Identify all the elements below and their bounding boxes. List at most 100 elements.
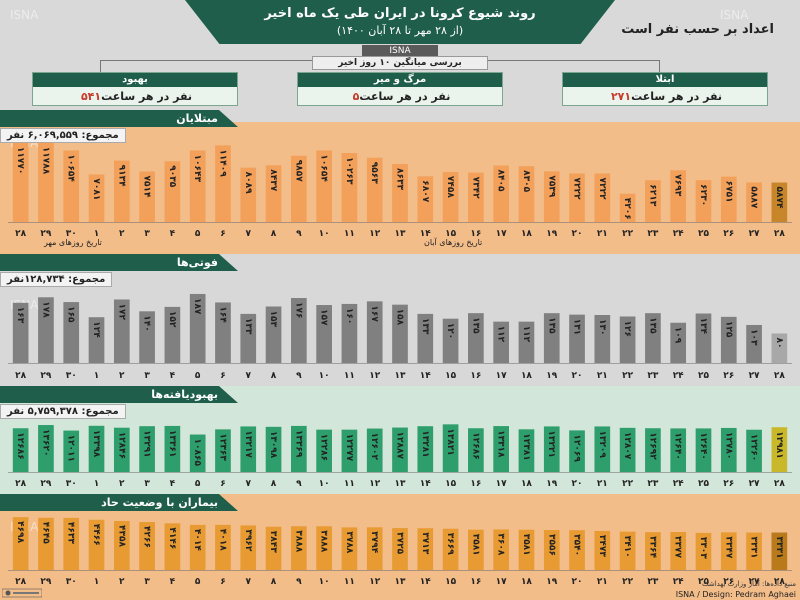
tick-label-1-5: ۳ bbox=[144, 371, 150, 381]
section-title-critical: بیماران با وضعیت حاد bbox=[0, 494, 238, 511]
bar-0-16 bbox=[417, 176, 434, 222]
bar-label-3-11: ۳۸۸۸ bbox=[293, 530, 303, 552]
tick-label-0-14: ۱۲ bbox=[369, 229, 380, 239]
tick-label-2-30: ۲۸ bbox=[774, 479, 785, 489]
bar-1-8 bbox=[215, 302, 231, 363]
bar-label-2-24: ۱۲۸۰۷ bbox=[622, 432, 632, 460]
bar-label-1-7: ۱۸۷ bbox=[192, 298, 202, 315]
bar-label-3-2: ۴۶۳۳ bbox=[66, 522, 76, 544]
bar-1-17 bbox=[442, 318, 459, 363]
bar-1-12 bbox=[316, 305, 332, 363]
bar-label-3-7: ۴۰۱۴ bbox=[192, 529, 202, 551]
summary-value-deaths: نفر در هر ساعت۵ bbox=[298, 87, 502, 106]
tick-label-0-29: ۲۷ bbox=[749, 229, 760, 239]
bar-label-1-24: ۱۲۶ bbox=[622, 320, 632, 336]
bar-3-9 bbox=[240, 525, 257, 570]
bar-label-2-15: ۱۲۸۸۷ bbox=[395, 432, 405, 460]
bar-label-1-28: ۱۲۵ bbox=[723, 321, 733, 338]
tick-label-3-17: ۱۵ bbox=[445, 577, 456, 587]
bar-label-0-19: ۸۴۰۵ bbox=[496, 170, 506, 192]
bar-label-3-6: ۴۱۴۶ bbox=[167, 527, 177, 549]
bar-label-2-21: ۱۳۲۲۱ bbox=[546, 430, 556, 457]
tick-label-2-14: ۱۲ bbox=[369, 479, 380, 489]
bar-label-2-29: ۱۲۲۶۰ bbox=[749, 434, 759, 461]
tick-label-3-28: ۲۶ bbox=[723, 577, 734, 587]
bar-2-3 bbox=[88, 425, 105, 472]
tick-label-0-19: ۱۷ bbox=[496, 229, 507, 239]
bar-2-19 bbox=[493, 426, 510, 472]
bar-label-2-28: ۱۲۷۸۰ bbox=[723, 432, 733, 459]
bar-label-2-11: ۱۳۳۶۹ bbox=[293, 430, 303, 458]
bar-label-1-10: ۱۵۳ bbox=[268, 311, 278, 328]
summary-title-deaths: مرگ و میر bbox=[298, 73, 502, 87]
bar-label-1-5: ۱۴۰ bbox=[142, 315, 152, 331]
tick-label-3-6: ۴ bbox=[170, 577, 176, 587]
bar-label-1-2: ۱۶۵ bbox=[66, 306, 76, 323]
bar-0-26 bbox=[670, 170, 687, 222]
bar-3-28 bbox=[720, 532, 737, 570]
bar-label-1-0: ۱۶۳ bbox=[15, 307, 25, 324]
bar-3-7 bbox=[189, 524, 206, 570]
bar-3-4 bbox=[113, 520, 130, 570]
bar-1-30 bbox=[771, 333, 788, 363]
tick-label-0-30: ۲۸ bbox=[774, 229, 785, 239]
bar-3-18 bbox=[468, 529, 484, 570]
bar-2-1 bbox=[38, 425, 54, 472]
bar-label-0-3: ۷۰۸۱ bbox=[91, 178, 101, 200]
tick-label-0-7: ۵ bbox=[195, 229, 201, 239]
tick-label-1-25: ۲۳ bbox=[647, 371, 658, 381]
bar-3-19 bbox=[493, 529, 510, 570]
tick-label-0-20: ۱۸ bbox=[521, 229, 532, 239]
bar-label-3-27: ۳۳۰۳ bbox=[698, 537, 708, 559]
bar-0-22 bbox=[569, 173, 585, 222]
tick-label-1-4: ۲ bbox=[119, 371, 125, 381]
bar-label-2-4: ۱۲۸۴۶ bbox=[116, 432, 126, 459]
tick-label-0-24: ۲۲ bbox=[622, 229, 633, 239]
page-title: روند شیوع کرونا در ایران طی یک ماه اخیر bbox=[264, 6, 536, 21]
bar-0-27 bbox=[695, 180, 712, 222]
bar-3-15 bbox=[392, 528, 408, 570]
bar-label-0-28: ۶۷۵۱ bbox=[723, 181, 733, 203]
bar-label-1-19: ۱۱۲ bbox=[496, 326, 506, 343]
tick-label-1-12: ۱۰ bbox=[319, 371, 330, 381]
tick-label-2-24: ۲۲ bbox=[622, 479, 633, 489]
tick-label-1-1: ۲۹ bbox=[40, 371, 51, 381]
bar-label-3-9: ۳۹۶۲ bbox=[243, 529, 253, 551]
tick-label-0-0: ۲۸ bbox=[15, 229, 26, 239]
bar-1-27 bbox=[695, 313, 712, 363]
tick-label-3-13: ۱۱ bbox=[344, 577, 355, 587]
tick-label-0-8: ۶ bbox=[220, 229, 226, 239]
tick-label-0-11: ۹ bbox=[296, 229, 302, 239]
bar-2-24 bbox=[619, 427, 636, 472]
tick-label-0-21: ۱۹ bbox=[546, 229, 557, 239]
bar-label-1-1: ۱۷۸ bbox=[40, 301, 50, 318]
bar-label-1-14: ۱۶۷ bbox=[369, 305, 379, 322]
tick-label-1-14: ۱۲ bbox=[369, 371, 380, 381]
bar-label-0-13: ۱۰۲۶۳ bbox=[344, 157, 354, 185]
tick-label-1-10: ۸ bbox=[271, 371, 277, 381]
bar-0-11 bbox=[290, 155, 307, 222]
bar-label-1-16: ۱۳۳ bbox=[420, 318, 430, 335]
tick-label-0-5: ۳ bbox=[144, 229, 150, 239]
bar-3-30 bbox=[771, 532, 788, 570]
bar-2-13 bbox=[341, 429, 358, 472]
bar-1-15 bbox=[392, 304, 408, 363]
tick-label-2-25: ۲۳ bbox=[647, 479, 658, 489]
bar-label-0-2: ۱۰۶۵۴ bbox=[66, 154, 76, 182]
bar-3-2 bbox=[63, 517, 80, 570]
bar-2-0 bbox=[12, 428, 29, 472]
bar-label-1-17: ۱۲۰ bbox=[445, 323, 455, 339]
bar-2-28 bbox=[720, 427, 737, 472]
bar-label-1-30: ۸۰ bbox=[774, 337, 784, 348]
tick-label-3-30: ۲۸ bbox=[774, 577, 785, 587]
bar-2-30 bbox=[771, 427, 788, 472]
bar-label-1-15: ۱۵۸ bbox=[395, 309, 405, 326]
bar-0-30 bbox=[771, 182, 788, 222]
bar-label-2-2: ۱۲۰۱۱ bbox=[66, 435, 76, 462]
tick-label-2-26: ۲۴ bbox=[673, 479, 684, 489]
section-title-infected: مبتلایان bbox=[0, 110, 238, 127]
bar-label-3-24: ۳۴۱۰ bbox=[622, 536, 632, 558]
bar-3-11 bbox=[290, 526, 307, 570]
bar-2-12 bbox=[316, 429, 332, 472]
bar-label-0-23: ۷۲۲۲ bbox=[597, 177, 607, 199]
